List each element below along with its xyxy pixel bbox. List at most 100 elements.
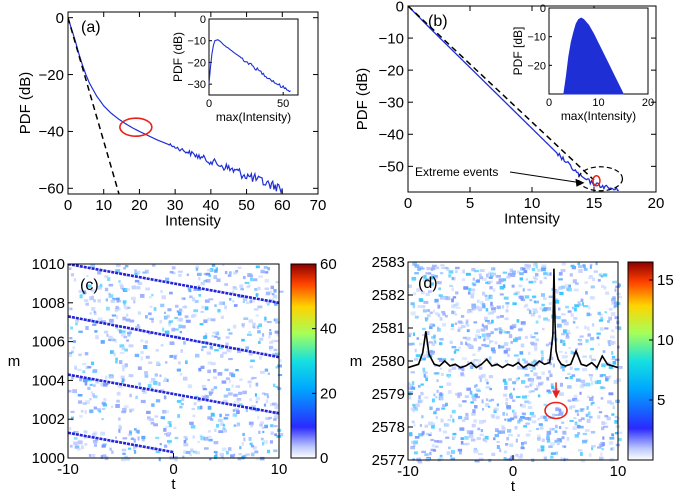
- panel-d-noise-cell: [522, 358, 526, 361]
- panel-c-ytick-label: 1006: [32, 334, 65, 351]
- panel-c-noise-cell: [230, 373, 236, 378]
- panel-c-noise-cell: [207, 405, 212, 410]
- panel-c-noise-cell: [278, 433, 284, 437]
- panel-d-noise-cell: [560, 339, 563, 344]
- panel-d-noise-cell: [431, 424, 435, 429]
- panel-c-noise-cell: [197, 288, 202, 291]
- panel-d-noise-cell: [411, 342, 415, 346]
- panel-d-noise-cell: [470, 401, 474, 404]
- panel-d-arrowhead: [552, 390, 561, 399]
- panel-d-noise-cell: [455, 270, 458, 274]
- panel-d-noise-cell: [523, 360, 528, 364]
- panel-c-noise-cell: [160, 344, 164, 347]
- panel-c-noise-cell: [168, 320, 173, 323]
- panel-c-noise-cell: [69, 337, 73, 340]
- panel-c-noise-cell: [257, 415, 260, 420]
- panel-c-noise-cell: [257, 286, 261, 291]
- panel-d-noise-cell: [472, 283, 477, 287]
- panel-c-noise-cell: [97, 299, 101, 303]
- panel-d-noise-cell: [556, 437, 561, 441]
- panel-d-noise-cell: [613, 301, 618, 305]
- panel-d-noise-cell: [509, 392, 513, 396]
- panel-d-noise-cell: [427, 309, 430, 312]
- panel-c-noise-cell: [131, 296, 136, 301]
- panel-c-noise-cell: [240, 288, 244, 291]
- panel-d-noise-cell: [465, 336, 471, 341]
- panel-d-noise-cell: [611, 413, 615, 416]
- panel-d-ytick-label: 2580: [372, 353, 405, 370]
- panel-d-noise-cell: [546, 438, 551, 443]
- panel-c-noise-cell: [274, 433, 278, 437]
- panel-d-noise-cell: [465, 412, 469, 417]
- panel-d-noise-cell: [599, 313, 604, 317]
- panel-d-noise-cell: [586, 326, 590, 331]
- panel-c-noise-cell: [100, 340, 105, 344]
- panel-c-noise-cell: [269, 402, 272, 407]
- panel-c-noise-cell: [222, 399, 228, 403]
- panel-d-noise-cell: [465, 272, 471, 276]
- panel-d-noise-cell: [543, 317, 548, 321]
- panel-c-noise-cell: [79, 294, 83, 299]
- panel-c-noise-cell: [202, 396, 208, 401]
- panel-b-ytick-label: −20: [379, 62, 404, 79]
- panel-c-noise-cell: [106, 333, 109, 337]
- panel-d-noise-cell: [561, 365, 567, 369]
- panel-d-noise-cell: [485, 281, 490, 284]
- panel-c-noise-cell: [234, 424, 240, 427]
- panel-c-noise-cell: [125, 318, 131, 322]
- panel-d-noise-cell: [457, 392, 462, 396]
- panel-c-noise-cell: [174, 328, 179, 331]
- panel-d-noise-cell: [586, 382, 591, 387]
- panel-d-noise-cell: [608, 375, 612, 378]
- panel-c-noise-cell: [168, 442, 171, 445]
- panel-d-noise-cell: [411, 420, 415, 424]
- panel-d-noise-cell: [519, 351, 524, 355]
- panel-b-inset-ytick-label: 0: [540, 3, 546, 15]
- panel-d-noise-cell: [433, 364, 438, 367]
- panel-d-noise-cell: [485, 386, 491, 389]
- panel-d-noise-cell: [584, 281, 588, 284]
- panel-c-noise-cell: [160, 289, 163, 293]
- panel-d-noise-cell: [481, 291, 486, 296]
- panel-d-noise-cell: [431, 264, 437, 268]
- panel-d-noise-cell: [484, 316, 488, 321]
- panel-c-noise-cell: [233, 400, 236, 404]
- panel-d-noise-cell: [549, 427, 554, 431]
- panel-d-noise-cell: [423, 357, 426, 361]
- panel-c-noise-cell: [122, 437, 128, 440]
- panel-d-noise-cell: [537, 394, 541, 398]
- panel-d-noise-cell: [418, 265, 423, 269]
- panel-d-noise-cell: [617, 295, 622, 299]
- panel-c-noise-cell: [137, 311, 141, 315]
- panel-d-noise-cell: [410, 445, 416, 450]
- panel-d-noise-cell: [575, 347, 578, 351]
- panel-d-noise-cell: [535, 320, 539, 324]
- panel-b-ytick-label: −40: [379, 127, 404, 144]
- panel-d-ytick-label: 2583: [372, 254, 405, 271]
- panel-d-noise-cell: [518, 284, 523, 288]
- panel-d-noise-cell: [485, 308, 489, 312]
- panel-d-noise-cell: [529, 412, 535, 416]
- panel-c-noise-cell: [151, 319, 154, 323]
- panel-d-noise-cell: [532, 296, 536, 300]
- panel-d-noise-cell: [503, 278, 507, 282]
- panel-c-noise-cell: [74, 445, 80, 449]
- panel-d-noise-cell: [484, 435, 489, 440]
- panel-c-noise-cell: [131, 408, 135, 412]
- panel-d-noise-cell: [458, 450, 462, 455]
- panel-d-noise-cell: [433, 393, 436, 397]
- panel-d-noise-cell: [596, 332, 601, 335]
- panel-c-noise-cell: [268, 298, 274, 302]
- panel-d-noise-cell: [504, 385, 508, 390]
- panel-d-noise-cell: [520, 442, 525, 445]
- panel-c-noise-cell: [150, 421, 155, 425]
- panel-d-noise-cell: [422, 371, 428, 374]
- panel-d-noise-cell: [468, 310, 473, 314]
- panel-d-noise-cell: [555, 299, 560, 304]
- panel-d-noise-cell: [601, 442, 606, 447]
- panel-d-noise-cell: [561, 421, 565, 424]
- panel-d-noise-cell: [547, 307, 552, 311]
- panel-c-noise-cell: [192, 435, 196, 439]
- panel-d-noise-cell: [537, 434, 541, 439]
